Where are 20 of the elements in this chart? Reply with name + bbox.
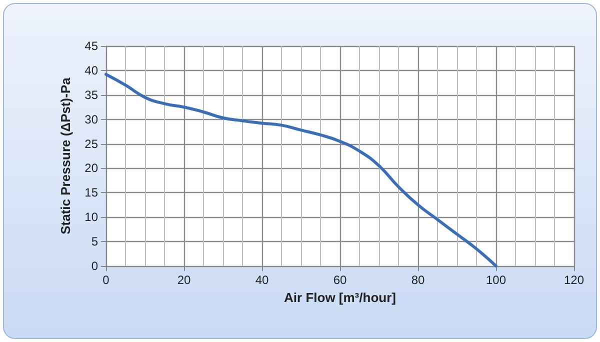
y-tick-label: 15	[84, 186, 98, 200]
y-tick-label: 25	[84, 136, 98, 151]
x-tick-label: 20	[177, 273, 191, 287]
x-tick-label: 0	[102, 273, 110, 287]
y-tick-label: 40	[84, 63, 98, 78]
x-axis-title: Air Flow [m³/hour]	[284, 290, 396, 305]
x-tick-label: 100	[486, 273, 506, 287]
y-tick-label: 35	[84, 88, 98, 102]
y-tick-label: 5	[91, 234, 98, 249]
x-tick-label: 60	[333, 273, 347, 287]
y-tick-label: 20	[84, 161, 98, 176]
y-tick-label: 45	[84, 39, 98, 53]
y-axis-title: Static Pressure (ΔPst)-Pa	[58, 76, 73, 234]
line-series	[104, 72, 498, 268]
y-tick-label: 30	[84, 112, 98, 126]
x-tick-label: 80	[411, 273, 425, 287]
y-tick-label: 10	[84, 210, 98, 224]
y-tick-label: 0	[91, 259, 98, 273]
x-tick-label: 40	[255, 273, 269, 287]
x-tick-label: 120	[564, 273, 584, 287]
